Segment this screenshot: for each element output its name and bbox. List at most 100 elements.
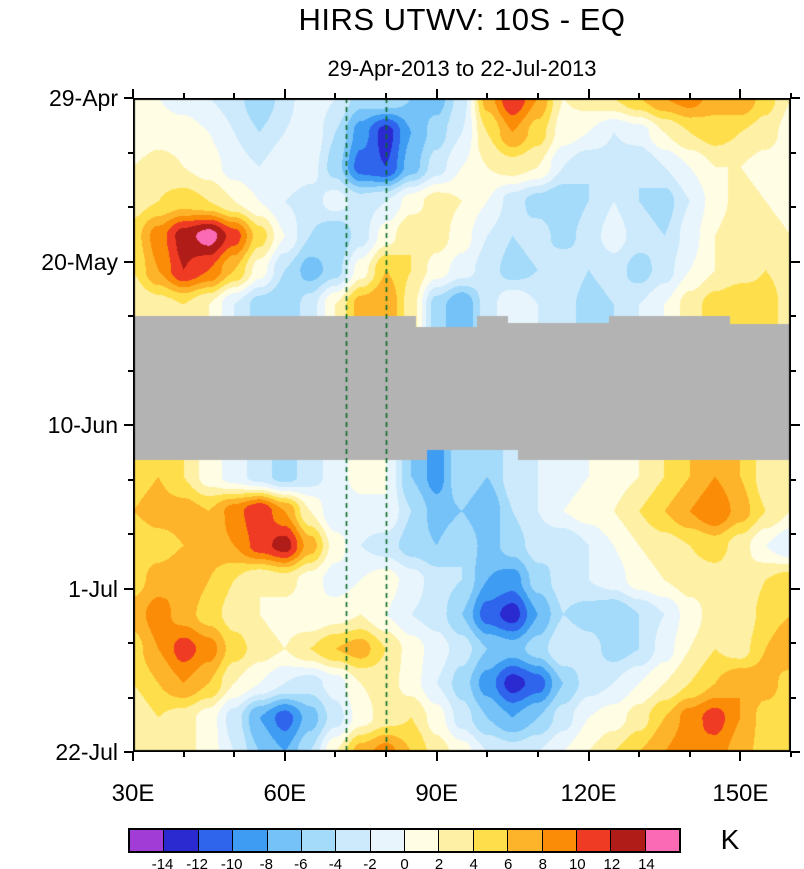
colorbar-tick-label: -14: [151, 856, 174, 869]
y-major-tick-right: [791, 587, 800, 590]
y-tick-label: 1-Jul: [68, 575, 118, 602]
x-major-tick: [739, 752, 742, 761]
x-major-tick: [435, 752, 438, 761]
colorbar-tick-label: -10: [220, 856, 243, 869]
y-minor-tick-right: [791, 151, 796, 154]
colorbar-cell: [233, 830, 268, 851]
x-minor-tick: [182, 752, 185, 757]
y-minor-tick: [128, 315, 133, 317]
y-minor-tick: [128, 206, 133, 208]
colorbar-unit-label: K: [720, 824, 740, 855]
colorbar-cell: [576, 830, 612, 851]
x-major-tick: [132, 752, 134, 761]
x-tick-label: 30E: [111, 780, 155, 807]
x-major-tick-top: [283, 89, 286, 98]
colorbar-cell: [508, 830, 543, 851]
y-tick-label: 20-May: [41, 248, 118, 275]
colorbar-tick-label: -2: [363, 856, 377, 869]
x-minor-tick-top: [638, 93, 641, 98]
y-tick-label: 29-Apr: [48, 85, 118, 111]
x-minor-tick: [385, 752, 388, 757]
chart-title: HIRS UTWV: 10S - EQ: [298, 2, 626, 37]
x-minor-tick-top: [688, 93, 691, 98]
colorbar-tick-label: 4: [469, 856, 478, 869]
colorbar-cell: [198, 830, 234, 851]
x-minor-tick-top: [790, 93, 792, 98]
y-minor-tick-right: [791, 315, 796, 317]
colorbar-cell: [645, 830, 679, 851]
colorbar-cell: [164, 830, 199, 851]
y-major-tick: [124, 751, 133, 753]
x-minor-tick-top: [536, 93, 539, 98]
x-minor-tick: [536, 752, 539, 757]
y-major-tick: [124, 424, 133, 426]
y-minor-tick: [128, 533, 133, 535]
colorbar-cell: [267, 830, 302, 851]
colorbar-tick-label: 0: [400, 856, 409, 869]
colorbar-tick-label: -12: [186, 856, 208, 869]
colorbar-cell: [542, 830, 577, 851]
x-tick-label: 60E: [263, 780, 307, 807]
x-minor-tick-top: [486, 93, 489, 98]
y-minor-tick-right: [791, 478, 796, 481]
x-minor-tick: [486, 752, 489, 757]
x-major-tick-top: [132, 89, 134, 98]
y-minor-tick-right: [791, 696, 796, 699]
y-major-tick-right: [791, 97, 800, 99]
colorbar-cell: [473, 830, 509, 851]
x-major-tick-top: [587, 89, 590, 98]
x-major-tick-top: [739, 89, 742, 98]
heatmap-canvas: [133, 98, 791, 752]
y-minor-tick: [128, 478, 133, 481]
x-major-tick-top: [435, 89, 438, 98]
colorbar-tick-label: -4: [328, 856, 343, 869]
x-minor-tick: [688, 752, 691, 757]
x-major-tick: [283, 752, 286, 761]
colorbar-cell: [370, 830, 405, 851]
x-minor-tick: [334, 752, 337, 757]
y-major-tick-right: [791, 424, 800, 426]
y-major-tick: [124, 587, 133, 590]
x-minor-tick: [790, 752, 792, 757]
colorbar-tick-label: 8: [538, 856, 547, 869]
y-minor-tick: [128, 151, 133, 154]
y-major-tick: [124, 97, 133, 99]
colorbar-tick-label: 6: [504, 856, 513, 869]
x-minor-tick: [638, 752, 641, 757]
x-tick-label: 150E: [712, 780, 769, 807]
colorbar-tick-label: -6: [294, 856, 308, 869]
y-minor-tick: [128, 696, 133, 699]
chart-subtitle: 29-Apr-2013 to 22-Jul-2013: [327, 56, 597, 81]
colorbar: [128, 828, 681, 853]
x-minor-tick-top: [334, 93, 337, 98]
x-tick-label: 120E: [560, 780, 617, 807]
y-major-tick: [124, 260, 133, 263]
colorbar-cell: [301, 830, 337, 851]
y-major-tick-right: [791, 751, 800, 753]
y-minor-tick-right: [791, 206, 796, 208]
x-major-tick: [587, 752, 590, 761]
colorbar-cell: [439, 830, 474, 851]
colorbar-cell: [130, 830, 165, 851]
colorbar-cell: [336, 830, 371, 851]
y-minor-tick-right: [791, 369, 796, 372]
colorbar-tick-label: 2: [434, 856, 444, 869]
colorbar-cell: [611, 830, 646, 851]
y-minor-tick-right: [791, 642, 796, 644]
y-tick-label: 22-Jul: [55, 739, 118, 765]
x-minor-tick-top: [385, 93, 388, 98]
y-tick-label: 10-Jun: [47, 412, 118, 438]
colorbar-tick-label: 14: [638, 856, 655, 869]
y-minor-tick-right: [791, 533, 796, 535]
colorbar-tick-label: -8: [259, 856, 273, 869]
x-minor-tick-top: [233, 93, 236, 98]
colorbar-tick-label: 12: [603, 856, 621, 869]
x-tick-label: 90E: [415, 780, 459, 807]
x-minor-tick: [233, 752, 236, 757]
y-major-tick-right: [791, 260, 800, 263]
y-minor-tick: [128, 369, 133, 372]
x-minor-tick-top: [182, 93, 185, 98]
colorbar-cell: [405, 830, 440, 851]
colorbar-tick-label: 10: [568, 856, 586, 869]
